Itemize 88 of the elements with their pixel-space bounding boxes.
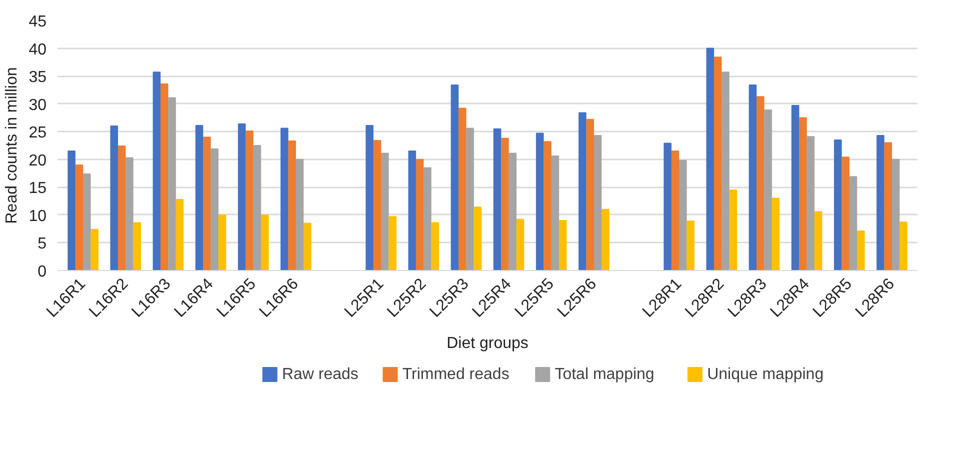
bar: [664, 142, 672, 270]
bar: [806, 136, 815, 270]
bar: [280, 128, 288, 270]
bar: [516, 218, 524, 270]
bar: [474, 206, 482, 270]
bar: [431, 222, 440, 270]
bar: [160, 83, 168, 270]
bar: [68, 150, 76, 270]
bar: [260, 214, 269, 270]
bar: [722, 72, 730, 270]
bar: [288, 140, 296, 270]
legend-label: Raw reads: [282, 366, 358, 383]
bar: [578, 112, 586, 270]
bar: [388, 216, 396, 270]
y-tick-label: 10: [28, 208, 47, 225]
bar: [82, 173, 91, 270]
y-tick-label: 40: [28, 41, 47, 58]
bar: [296, 158, 304, 270]
y-tick-label: 35: [28, 69, 47, 86]
y-tick-label: 5: [38, 236, 47, 253]
bar: [373, 140, 382, 270]
bar: [238, 123, 246, 270]
bar: [118, 146, 126, 270]
y-tick-label: 20: [28, 152, 47, 170]
bar: [594, 135, 602, 270]
bar: [586, 118, 594, 270]
y-tick-label: 15: [28, 180, 47, 198]
bar: [203, 136, 211, 270]
bar: [380, 152, 389, 270]
bar: [253, 145, 262, 270]
bar: [756, 96, 764, 270]
bar: [75, 164, 84, 270]
bar: [900, 222, 908, 270]
bar: [466, 128, 474, 270]
bar: [849, 176, 858, 270]
bar: [856, 230, 865, 270]
bar: [501, 138, 509, 270]
bar: [408, 150, 416, 270]
bar: [842, 156, 850, 270]
bar: [544, 141, 552, 270]
bar: [791, 105, 800, 270]
bar: [764, 109, 772, 270]
bar: [679, 160, 687, 270]
bar: [450, 84, 459, 270]
bar: [152, 72, 161, 270]
bar: [176, 198, 184, 270]
bar: [558, 220, 567, 270]
bar: [458, 108, 466, 270]
bar: [210, 148, 219, 270]
bar: [714, 56, 722, 270]
y-tick-label: 45: [28, 14, 47, 30]
bar: [876, 135, 884, 270]
legend-label: Trimmed reads: [402, 366, 510, 383]
bar: [729, 189, 738, 270]
bar: [814, 211, 822, 270]
bar: [168, 97, 176, 270]
bar: [799, 117, 807, 270]
bar: [246, 130, 254, 270]
bar: [551, 156, 560, 270]
bar: [508, 152, 517, 270]
x-axis-title: Diet groups: [446, 334, 528, 352]
y-axis-title: Read counts in million: [4, 67, 21, 224]
y-tick-label: 30: [28, 96, 47, 114]
legend-label: Unique mapping: [707, 366, 824, 383]
bar: [424, 167, 432, 270]
bar: [834, 139, 842, 270]
bar: [493, 128, 502, 270]
bar: [218, 214, 226, 270]
bar: [892, 158, 900, 270]
bar: [126, 157, 134, 270]
bar: [304, 222, 312, 270]
y-tick-label: 25: [28, 124, 47, 142]
bar: [90, 228, 98, 270]
bar: [602, 208, 610, 270]
bar: [706, 48, 714, 270]
y-tick-label: 0: [38, 264, 47, 280]
bar: [133, 222, 142, 270]
bar: [686, 220, 694, 270]
bar: [110, 126, 118, 270]
bar: [884, 142, 892, 270]
bar: [671, 150, 680, 270]
bar: [416, 158, 424, 270]
bar: [748, 84, 757, 270]
bar: [366, 125, 374, 270]
bar: [536, 132, 544, 270]
bar: [195, 125, 204, 270]
bar: [772, 198, 780, 270]
legend-label: Total mapping: [554, 366, 654, 383]
